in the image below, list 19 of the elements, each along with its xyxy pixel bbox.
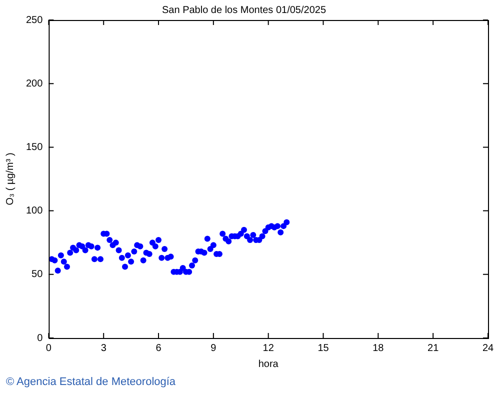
y-tick-label: 100 — [26, 206, 44, 217]
chart-title: San Pablo de los Montes 01/05/2025 — [162, 4, 326, 16]
x-tick-label: 24 — [482, 342, 494, 354]
y-tick-label: 0 — [37, 332, 44, 344]
y-tick-label: 150 — [26, 142, 44, 153]
x-tick-label: 6 — [156, 342, 162, 354]
x-tick-label: 0 — [46, 342, 52, 354]
x-axis-title: hora — [258, 358, 279, 370]
y-axis-title: O₃ ( µg/m³ ) — [4, 152, 16, 206]
y-tick-label: 200 — [26, 78, 44, 90]
x-tick-label: 9 — [210, 342, 217, 354]
x-tick-label: 21 — [428, 342, 440, 354]
y-tick-label: 50 — [32, 269, 44, 280]
x-tick-label: 12 — [262, 342, 274, 354]
x-tick-label: 18 — [372, 342, 384, 354]
y-tick-label: 250 — [26, 14, 44, 26]
x-tick-label: 15 — [318, 342, 330, 354]
x-tick-label: 3 — [100, 342, 107, 354]
text: © Agencia Estatal de Meteorología — [6, 376, 176, 388]
